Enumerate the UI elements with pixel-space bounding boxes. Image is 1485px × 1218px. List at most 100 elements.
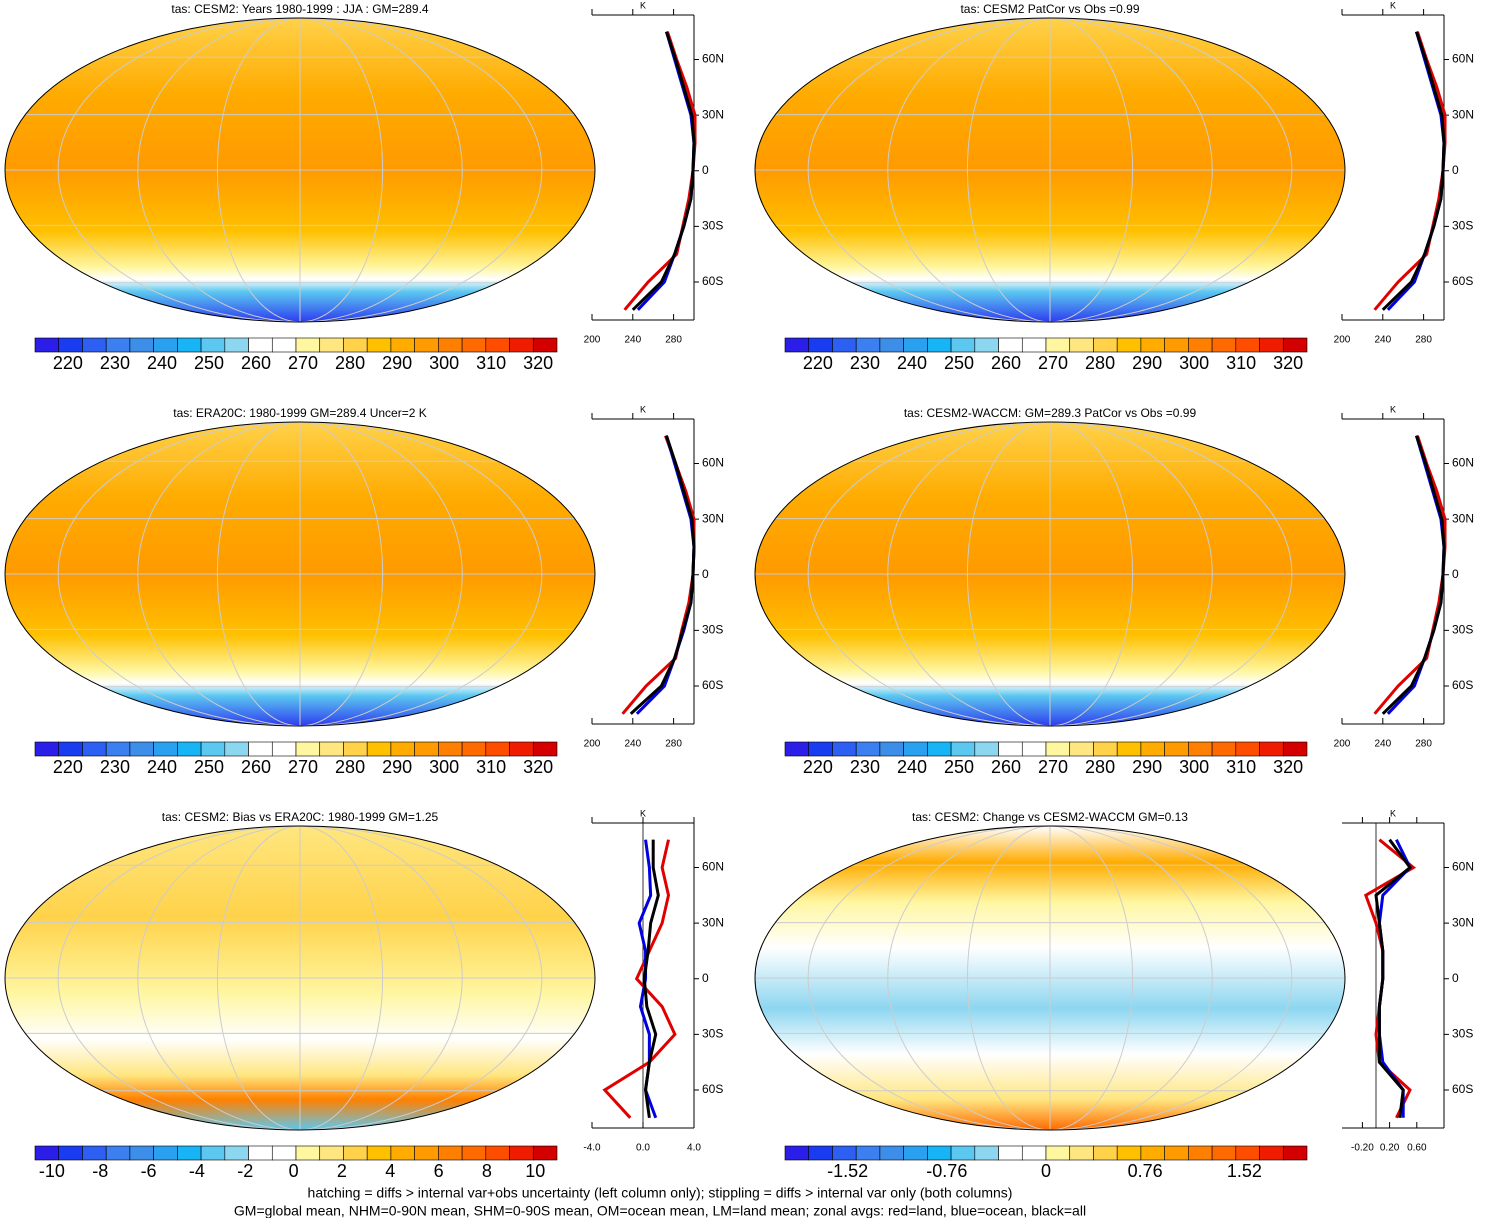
y-tick-label: 0 <box>1452 971 1459 985</box>
colorbar-label: 250 <box>194 757 224 777</box>
colorbar-box <box>974 337 999 353</box>
zonal-line <box>631 31 696 311</box>
colorbar-label: 240 <box>897 757 927 777</box>
colorbar-box <box>34 337 60 353</box>
colorbar-box <box>485 741 510 757</box>
colorbar-label: -10 <box>39 1161 65 1181</box>
colorbar-box <box>1045 1145 1071 1161</box>
colorbar-label: 230 <box>850 757 880 777</box>
y-tick-label: 60N <box>1452 52 1474 66</box>
colorbar-label: 260 <box>991 353 1021 373</box>
colorbar-box <box>1069 1145 1094 1161</box>
unit-label: K <box>640 0 646 10</box>
colorbar-box <box>82 1145 107 1161</box>
map-border <box>754 421 1346 727</box>
x-tick-label: -4.0 <box>583 1143 601 1154</box>
colorbar-label: 240 <box>147 353 177 373</box>
y-tick-label: 60S <box>1452 678 1473 692</box>
map-meridian <box>137 826 463 1130</box>
colorbar-box <box>366 741 392 757</box>
zonal-line <box>642 839 660 1119</box>
colorbar-label: 280 <box>1085 353 1115 373</box>
colorbar-box <box>1021 741 1047 757</box>
colorbar-label: 270 <box>288 757 318 777</box>
colorbar-box <box>974 741 999 757</box>
y-tick-label: 60S <box>702 1082 723 1096</box>
colorbar-box <box>1140 1145 1165 1161</box>
zonal-line <box>1381 31 1446 311</box>
map-border <box>754 825 1346 1131</box>
y-tick-label: 60N <box>1452 456 1474 470</box>
colorbar-box <box>461 1145 487 1161</box>
colorbar-box <box>34 1145 60 1161</box>
panel: tas: CESM2: Change vs CESM2-WACCM GM=0.1… <box>754 808 1474 1181</box>
colorbar-label: -2 <box>237 1161 253 1181</box>
map-meridian <box>966 826 1134 1130</box>
zonal-line <box>629 435 696 715</box>
colorbar-box <box>855 741 881 757</box>
colorbar-box <box>82 337 107 353</box>
map-meridian <box>887 422 1213 726</box>
y-tick-label: 60N <box>1452 860 1474 874</box>
y-tick-label: 60N <box>702 860 724 874</box>
colorbar-box <box>1045 741 1071 757</box>
zonal-line <box>1373 435 1447 715</box>
colorbar-label: 10 <box>525 1161 545 1181</box>
y-tick-label: 30S <box>1452 623 1473 637</box>
panel: tas: CESM2 PatCor vs Obs =0.99 220 230 240 2… <box>754 0 1474 373</box>
colorbar-label: 260 <box>241 353 271 373</box>
colorbar-label: 220 <box>803 353 833 373</box>
colorbar-box <box>1259 337 1284 353</box>
colorbar-label: 290 <box>1132 353 1162 373</box>
colorbar-box <box>82 741 107 757</box>
colorbar-box <box>1211 337 1237 353</box>
map-title: tas: ERA20C: 1980-1999 GM=289.4 Uncer=2 … <box>173 406 426 420</box>
colorbar-box <box>903 1145 928 1161</box>
colorbar-box <box>58 337 83 353</box>
colorbar-label: 320 <box>1273 353 1303 373</box>
colorbar-label: 260 <box>241 757 271 777</box>
colorbar-label: 220 <box>53 353 83 373</box>
colorbar-box <box>271 337 297 353</box>
colorbar-box <box>485 1145 510 1161</box>
x-tick-label: 280 <box>1415 335 1432 346</box>
colorbar-label: 0.76 <box>1128 1161 1163 1181</box>
x-tick-label: 280 <box>665 739 682 750</box>
x-tick-label: 0.60 <box>1407 1143 1427 1154</box>
map <box>5 826 595 1130</box>
y-tick-label: 60N <box>702 52 724 66</box>
colorbar-box <box>390 741 415 757</box>
colorbar-box <box>438 1145 463 1161</box>
colorbar-label: 290 <box>382 757 412 777</box>
map-border <box>4 17 596 323</box>
map <box>5 422 595 726</box>
colorbar-box <box>200 337 226 353</box>
y-tick-label: 30S <box>702 1027 723 1041</box>
map-border <box>754 17 1346 323</box>
colorbar-box <box>784 1145 810 1161</box>
colorbar-box <box>129 1145 154 1161</box>
map-title: tas: CESM2: Years 1980-1999 : JJA : GM=2… <box>171 2 428 16</box>
colorbar-label: 1.52 <box>1227 1161 1262 1181</box>
colorbar-box <box>177 741 202 757</box>
colorbar-box <box>927 337 952 353</box>
colorbar-box <box>295 337 321 353</box>
colorbar-label: 270 <box>288 353 318 373</box>
colorbar-label: 280 <box>335 353 365 373</box>
colorbar-box <box>319 337 344 353</box>
colorbar-box <box>366 1145 392 1161</box>
colorbar-box <box>485 337 510 353</box>
map <box>755 18 1345 322</box>
colorbar-box <box>343 337 368 353</box>
colorbar-box <box>1211 741 1237 757</box>
colorbar-box <box>832 741 857 757</box>
map-meridian <box>887 18 1213 322</box>
colorbar-label: 0 <box>1041 1161 1051 1181</box>
colorbar-box <box>532 1145 558 1161</box>
map-meridian <box>807 18 1293 322</box>
colorbar-box <box>903 741 928 757</box>
colorbar-box <box>1116 741 1142 757</box>
colorbar-box <box>1282 741 1308 757</box>
colorbar-box <box>153 1145 178 1161</box>
colorbar-box <box>509 1145 534 1161</box>
